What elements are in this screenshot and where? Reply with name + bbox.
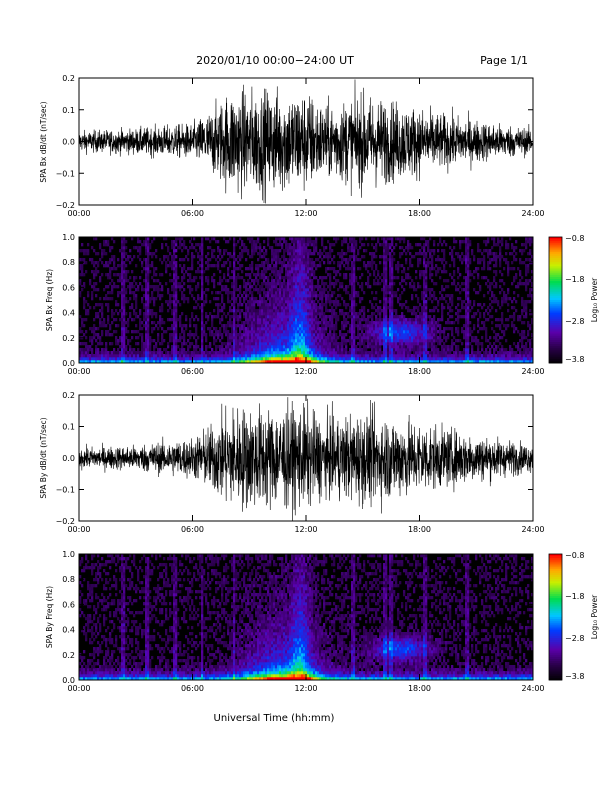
panel-by-spectrogram-ylabel: SPA By Freq (Hz) [45,586,54,648]
y-tick-label: 0.0 [62,138,75,147]
y-tick-label: 0.2 [62,334,75,343]
y-tick-label: 0.0 [62,454,75,463]
y-axis-2: 0.2 0.1 0.0 −0.1 −0.2 [56,391,533,526]
y-tick-label: 0.8 [62,258,75,267]
y-tick-label: 0.6 [62,600,75,609]
y-tick-label: 0.1 [62,106,75,115]
x-tick-label: 18:00 [408,525,431,534]
colorbar-1-label: Log₁₀ Power [590,277,599,322]
colorbar-tick-label: −0.8 [565,551,584,560]
colorbar-3-label: Log₁₀ Power [590,594,599,639]
panel-by-waveform: SPA By dB/dt (nT/sec) [39,417,48,498]
y-axis-0: 0.2 0.1 0.0 −0.1 −0.2 [56,74,533,210]
colorbar: −0.8 −1.8 −2.8 −3.8 [548,234,584,364]
y-tick-label: 0.2 [62,651,75,660]
x-tick-label: 24:00 [521,684,544,693]
colorbar-tick-label: −0.8 [565,234,584,243]
y-tick-label: −0.2 [56,201,75,210]
x-tick-label: 18:00 [408,367,431,376]
x-tick-label: 24:00 [521,209,544,218]
x-tick-label: 12:00 [294,209,317,218]
y-tick-label: 0.2 [62,391,75,400]
colorbar: −0.8 −1.8 −2.8 −3.8 [548,551,584,681]
panel-bx-waveform-ylabel: SPA Bx dB/dt (nT/sec) [39,101,48,182]
colorbar-tick-label: −2.8 [565,317,584,326]
y-tick-label: 0.1 [62,423,75,432]
x-tick-label: 06:00 [181,367,204,376]
x-tick-label: 24:00 [521,367,544,376]
x-tick-label: 18:00 [408,209,431,218]
y-tick-label: 0.0 [62,676,75,685]
x-tick-label: 00:00 [67,684,90,693]
x-tick-label: 06:00 [181,209,204,218]
y-tick-label: 1.0 [62,233,75,242]
panel-by-waveform-ylabel: SPA By dB/dt (nT/sec) [39,417,48,498]
spectrogram-cells [79,237,534,364]
x-tick-label: 24:00 [521,525,544,534]
panel-bx-spectrogram: SPA Bx Freq (Hz) Log₁₀ Power [45,269,599,331]
x-tick-label: 00:00 [67,209,90,218]
x-axis-title: Universal Time (hh:mm) [214,713,335,724]
y-tick-label: 0.8 [62,575,75,584]
y-tick-label: 1.0 [62,550,75,559]
y-tick-label: 0.4 [62,626,75,635]
colorbar-tick-label: −3.8 [565,355,584,364]
y-tick-label: 0.0 [62,359,75,368]
y-tick-label: −0.1 [56,169,75,178]
colorbar-tick-label: −2.8 [565,634,584,643]
y-tick-label: 0.4 [62,309,75,318]
page-indicator: Page 1/1 [480,54,528,67]
colorbar-tick-label: −1.8 [565,592,584,601]
y-axis-1: 1.0 0.8 0.6 0.4 0.2 0.0 [62,233,533,368]
x-tick-label: 06:00 [181,684,204,693]
spectrogram-cells [79,554,534,681]
figure-title: 2020/01/10 00:00−24:00 UT [196,54,354,67]
colorbar-tick-label: −1.8 [565,275,584,284]
y-tick-label: 0.6 [62,283,75,292]
x-tick-label: 12:00 [294,367,317,376]
x-axis-2: 00:00 06:00 12:00 18:00 24:00 [67,395,545,534]
waveform-trace [79,79,533,204]
panel-by-spectrogram: SPA By Freq (Hz) Log₁₀ Power [45,586,599,648]
waveform-trace [79,397,533,521]
panel-bx-spectrogram-ylabel: SPA Bx Freq (Hz) [45,269,54,331]
y-axis-3: 1.0 0.8 0.6 0.4 0.2 0.0 [62,550,533,685]
colorbar-tick-label: −3.8 [565,672,584,681]
x-axis-3: 00:00 06:00 12:00 18:00 24:00 [67,554,545,693]
x-tick-label: 12:00 [294,525,317,534]
y-tick-label: 0.2 [62,74,75,83]
y-tick-label: −0.1 [56,486,75,495]
panel-bx-waveform: SPA Bx dB/dt (nT/sec) [39,101,48,182]
x-tick-label: 00:00 [67,525,90,534]
x-tick-label: 00:00 [67,367,90,376]
y-tick-label: −0.2 [56,517,75,526]
x-axis-1: 00:00 06:00 12:00 18:00 24:00 [67,237,545,376]
x-axis-0: 00:00 06:00 12:00 18:00 24:00 [67,78,545,218]
x-tick-label: 18:00 [408,684,431,693]
x-tick-label: 06:00 [181,525,204,534]
x-tick-label: 12:00 [294,684,317,693]
